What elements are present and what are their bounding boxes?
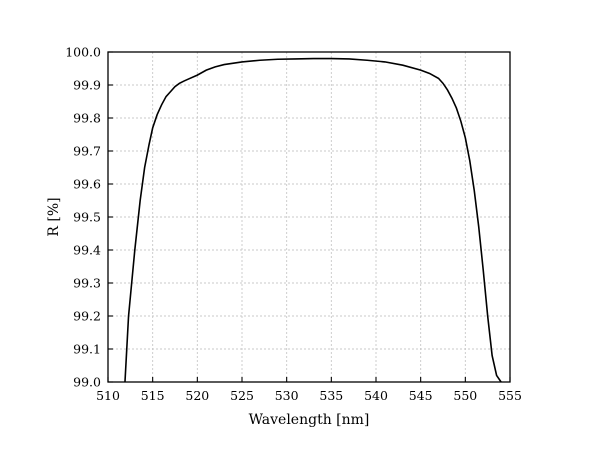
x-tick-label: 545	[409, 388, 433, 403]
x-tick-label: 525	[230, 388, 254, 403]
y-axis-title: R [%]	[46, 197, 62, 236]
axis-ticks	[107, 51, 511, 383]
grid-lines	[108, 52, 510, 382]
y-tick-label: 100.0	[65, 45, 101, 60]
y-tick-label: 99.9	[73, 78, 101, 93]
x-tick-label: 515	[141, 388, 165, 403]
x-tick-label: 540	[364, 388, 388, 403]
y-tick-label: 99.8	[73, 111, 101, 126]
y-tick-label: 99.4	[73, 243, 101, 258]
y-tick-label: 99.0	[73, 375, 101, 390]
y-tick-label: 99.7	[73, 144, 101, 159]
x-tick-label: 555	[498, 388, 522, 403]
y-tick-labels: 99.0 99.1 99.2 99.3 99.4 99.5 99.6 99.7 99.8 99.9…	[65, 45, 101, 390]
y-tick-label: 99.6	[73, 177, 101, 192]
x-tick-label: 530	[275, 388, 299, 403]
x-tick-label: 510	[96, 388, 120, 403]
x-axis-title: Wavelength [nm]	[249, 412, 370, 428]
x-tick-labels: 510 515 520 525 530 535 540 545 550 555	[96, 388, 522, 403]
y-tick-label: 99.3	[73, 276, 101, 291]
y-tick-label: 99.2	[73, 309, 101, 324]
x-tick-label: 535	[319, 388, 343, 403]
series-line	[124, 57, 502, 383]
y-tick-label: 99.5	[73, 210, 101, 225]
x-tick-label: 550	[453, 388, 477, 403]
x-tick-label: 520	[185, 388, 209, 403]
y-tick-label: 99.1	[73, 342, 101, 357]
